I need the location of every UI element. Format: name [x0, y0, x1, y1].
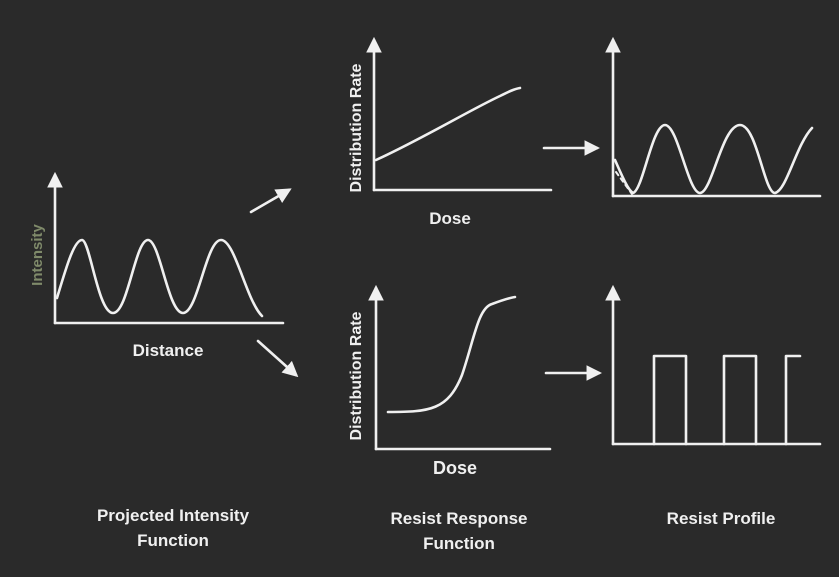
caption-intensity-line-1: Projected Intensity: [96, 506, 250, 525]
intensity-y-label: Intensity: [29, 224, 46, 286]
linear-response-y-label: Distribution Rate: [348, 63, 365, 192]
binary-profile-plot: [605, 284, 822, 446]
arrow-to-sigmoid-response: [256, 339, 299, 378]
sigmoid-response-y-label: Distribution Rate: [348, 311, 365, 440]
sigmoid-response-curve: [386, 295, 517, 414]
caption-response-line-2: Function: [423, 534, 495, 553]
caption-response-line-1: Resist Response: [390, 509, 528, 528]
caption-intensity-line-2: Function: [137, 531, 209, 550]
binary-profile-pulse-1: [652, 354, 688, 446]
intensity-sine-curve: [55, 238, 264, 318]
arrow-to-linear-response: [249, 188, 292, 214]
linear-response-x-label: Dose: [429, 209, 471, 228]
sinusoidal-profile-curve: [613, 123, 814, 195]
sigmoid-response-plot: [368, 284, 552, 451]
linear-response-curve: [374, 86, 522, 162]
binary-profile-pulse-2: [722, 354, 758, 446]
linear-response-plot: [366, 36, 553, 192]
caption-intensity-function: Projected Intensity Function: [73, 503, 273, 553]
sigmoid-response-x-label: Dose: [433, 458, 477, 478]
caption-response-function: Resist Response Function: [359, 506, 559, 556]
caption-resist-profile: Resist Profile: [621, 506, 821, 531]
binary-profile-pulse-3: [784, 354, 802, 446]
intensity-plot: [47, 171, 285, 325]
caption-profile-line-1: Resist Profile: [666, 509, 776, 528]
sinusoidal-profile-plot: [605, 36, 822, 198]
sinusoidal-profile-dashed-start: [615, 171, 633, 195]
intensity-x-label: Distance: [133, 341, 204, 360]
